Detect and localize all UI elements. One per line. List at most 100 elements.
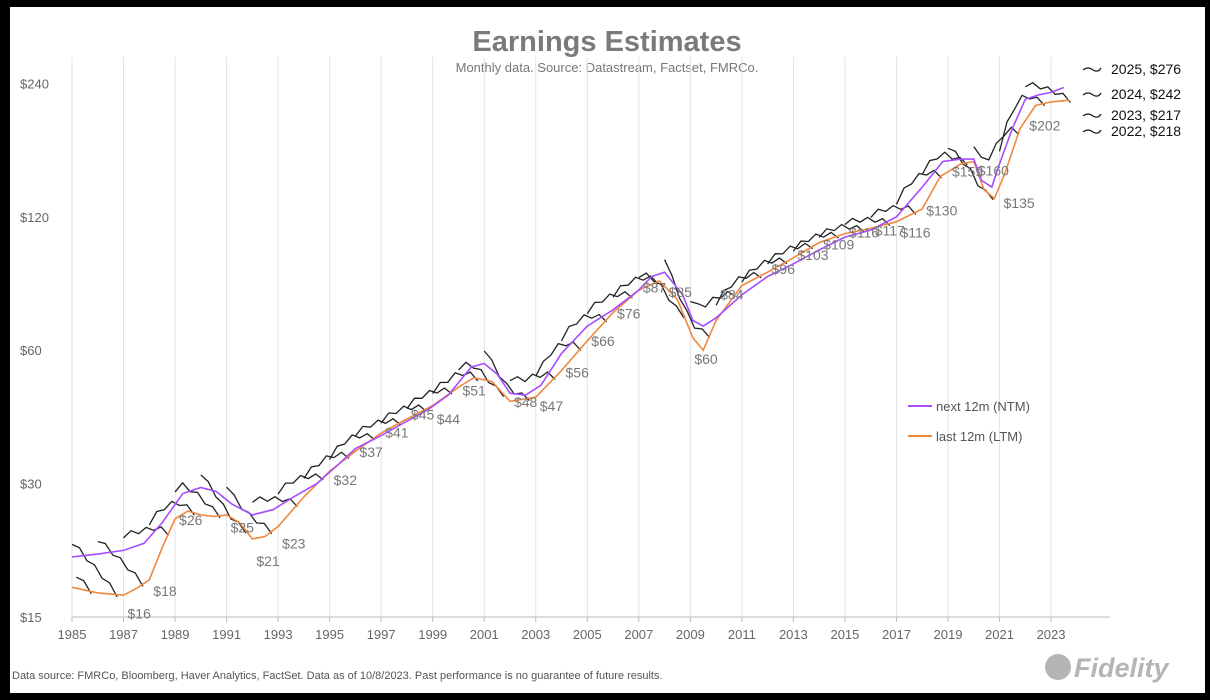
estimate-path: [303, 451, 350, 479]
y-tick-label: $15: [20, 610, 42, 625]
x-tick-label: 1997: [367, 627, 396, 642]
data-label: $37: [359, 444, 383, 460]
estimate-path: [741, 257, 788, 283]
data-label: $85: [669, 284, 693, 300]
estimate-path: [71, 543, 118, 598]
data-label: $26: [179, 512, 203, 528]
estimate-path: [998, 94, 1046, 152]
x-tick-label: 2021: [985, 627, 1014, 642]
x-tick-label: 1985: [58, 627, 87, 642]
estimate-path: [97, 540, 144, 587]
estimate-path: [973, 126, 1020, 161]
data-label: $48: [514, 394, 538, 410]
legend-entry-ntm: next 12m (NTM): [908, 399, 1030, 414]
data-label: $76: [617, 306, 641, 322]
end-label-swatch: [1082, 92, 1102, 97]
estimate-path: [844, 216, 891, 227]
legend-label: next 12m (NTM): [936, 399, 1030, 414]
estimate-path: [664, 259, 711, 339]
estimate-path: [612, 275, 659, 298]
estimate-path: [76, 576, 92, 595]
y-tick-label: $120: [20, 210, 49, 225]
data-label: $160: [978, 162, 1009, 178]
estimate-path: [870, 204, 917, 219]
chart-subtitle: Monthly data. Source: Datastream, Factse…: [456, 60, 759, 75]
estimate-path: [690, 290, 736, 308]
data-label: $47: [540, 398, 564, 414]
estimate-path: [329, 432, 376, 460]
data-label: $96: [772, 261, 796, 277]
data-label: $84: [720, 286, 744, 302]
estimate-path: [432, 371, 479, 395]
estimate-path: [586, 290, 633, 314]
data-label: $51: [462, 382, 486, 398]
y-tick-label: $30: [20, 477, 42, 492]
data-label: $159: [952, 164, 983, 180]
annual-estimate-paths: [71, 81, 1071, 598]
end-label: 2023, $217: [1111, 107, 1181, 123]
estimate-path: [277, 473, 324, 495]
estimate-path: [638, 272, 685, 319]
x-tick-label: 1999: [418, 627, 447, 642]
estimate-path: [715, 271, 762, 306]
data-label: $66: [591, 333, 615, 349]
x-tick-label: 2009: [676, 627, 705, 642]
data-labels: $16$18$26 $25$21$23$32$37$41$45 $44$51$48 $…: [128, 118, 1061, 622]
estimate-path: [560, 313, 608, 342]
data-label: $18: [153, 583, 177, 599]
data-label: $32: [334, 472, 358, 488]
data-label: $87: [643, 280, 667, 296]
end-label: 2024, $242: [1111, 86, 1181, 102]
estimate-path: [1024, 81, 1071, 103]
data-label: $16: [128, 606, 152, 622]
estimate-path: [174, 481, 221, 519]
x-tick-label: 2003: [521, 627, 550, 642]
end-label-swatch: [1082, 113, 1102, 118]
legend-entry-ltm: last 12m (LTM): [908, 429, 1022, 444]
data-label: $109: [823, 236, 854, 252]
x-tick-label: 2007: [624, 627, 653, 642]
footer-note: Data source: FMRCo, Bloomberg, Haver Ana…: [12, 670, 663, 682]
estimate-path: [380, 404, 427, 424]
data-label: $44: [437, 411, 461, 427]
data-label: $45: [411, 407, 435, 423]
y-axis: $15 $30 $60 $120 $240: [20, 76, 49, 625]
estimate-path: [895, 169, 942, 205]
data-label: $202: [1029, 118, 1060, 134]
estimate-path: [354, 417, 401, 437]
chart-frame: Earnings Estimates Monthly data. Source:…: [10, 7, 1205, 693]
x-tick-label: 2019: [934, 627, 963, 642]
data-label: $117: [875, 223, 905, 239]
estimate-path: [483, 350, 530, 401]
data-label: $21: [256, 553, 280, 569]
estimate-path: [123, 526, 170, 539]
series-lines: [71, 86, 1070, 597]
estimate-path: [921, 151, 968, 175]
x-tick-label: 2017: [882, 627, 911, 642]
fidelity-logo: Fidelity: [1045, 653, 1170, 683]
end-label-swatch: [1082, 129, 1102, 134]
estimate-path: [818, 223, 865, 238]
end-label: 2022, $218: [1111, 123, 1181, 139]
data-label: $135: [1004, 195, 1035, 211]
end-label: 2025, $276: [1111, 61, 1181, 77]
estimate-path: [509, 371, 556, 383]
data-label: $103: [797, 247, 828, 263]
ntm-series-line: [71, 86, 1065, 558]
estimate-path: [535, 341, 582, 377]
estimate-path: [406, 387, 453, 410]
data-label: $56: [566, 364, 590, 380]
data-label: $23: [282, 536, 306, 552]
earnings-estimates-chart: Earnings Estimates Monthly data. Source:…: [12, 26, 1181, 683]
ltm-series-line: [71, 99, 1070, 597]
data-label: $25: [231, 520, 255, 536]
x-tick-label: 2013: [779, 627, 808, 642]
gridlines: [71, 57, 1052, 617]
fidelity-logo-mark: [1045, 654, 1071, 680]
estimate-path: [148, 500, 195, 526]
x-tick-label: 2023: [1037, 627, 1066, 642]
x-tick-label: 1987: [109, 627, 138, 642]
x-tick-label: 1993: [264, 627, 293, 642]
chart-title: Earnings Estimates: [472, 26, 741, 58]
